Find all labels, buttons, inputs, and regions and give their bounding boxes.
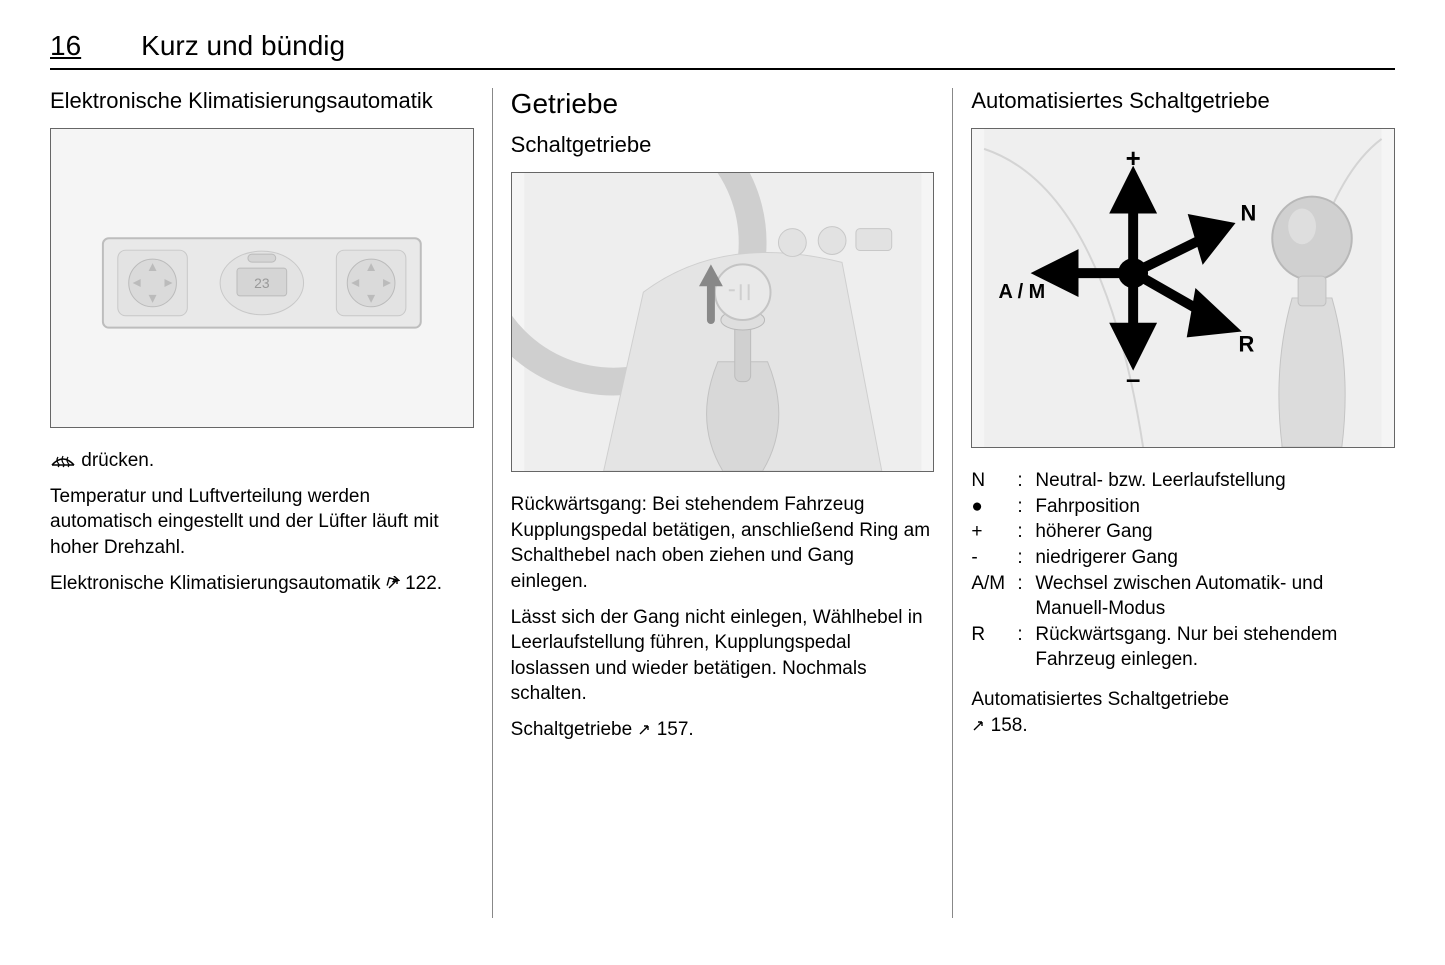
svg-text:+: + [1126, 145, 1141, 173]
col2-para1: Rückwärtsgang: Bei stehendem Fahrzeug Ku… [511, 492, 935, 595]
col1-press-line: drücken. [50, 448, 474, 474]
col2-para3-ref: 157. [657, 719, 694, 740]
chapter-title: Kurz und bündig [141, 30, 345, 62]
reference-arrow-icon [971, 714, 985, 740]
col1-para2-ref: 122. [405, 573, 442, 594]
col3-sub: Automatisiertes Schaltgetriebe [971, 88, 1395, 114]
col1-para1: Temperatur und Luftverteilung werden aut… [50, 484, 474, 561]
def-row: R:Rückwärtsgang. Nur bei stehendem Fahrz… [971, 622, 1395, 673]
def-text: Fahrposition [1035, 494, 1395, 520]
climate-temp-readout: 23 [254, 275, 270, 291]
def-text: Rückwärtsgang. Nur bei stehendem Fahrzeu… [1035, 622, 1395, 673]
figure-manual-gearbox [511, 172, 935, 472]
col3-para-prefix: Automatisiertes Schaltgetriebe [971, 689, 1229, 710]
def-symbol: ● [971, 494, 1017, 520]
defrost-icon [50, 450, 81, 471]
col2-para2: Lässt sich der Gang nicht einlegen, Wähl… [511, 605, 935, 708]
def-symbol: R [971, 622, 1017, 648]
col3-para: Automatisiertes Schaltgetriebe 158. [971, 687, 1395, 739]
col1-press-text: drücken. [81, 450, 154, 471]
col1-heading: Elektronische Klimatisierungsautomatik [50, 88, 474, 114]
reference-arrow-icon [386, 572, 400, 598]
def-colon: : [1017, 545, 1035, 571]
col2-sub: Schaltgetriebe [511, 132, 935, 158]
def-symbol: - [971, 545, 1017, 571]
def-symbol: + [971, 519, 1017, 545]
def-row: A/M:Wechsel zwischen Automatik- und Manu… [971, 571, 1395, 622]
page-number: 16 [50, 30, 81, 62]
def-text: Neutral- bzw. Leerlaufstellung [1035, 468, 1395, 494]
column-2: Getriebe Schaltgetriebe [492, 88, 953, 918]
def-symbol: A/M [971, 571, 1017, 597]
figure-automated-gearbox: + – A / M N R [971, 128, 1395, 448]
def-row: +:höherer Gang [971, 519, 1395, 545]
def-row: ●:Fahrposition [971, 494, 1395, 520]
content-columns: Elektronische Klimatisierungsautomatik 2… [50, 88, 1395, 918]
col2-para3-prefix: Schaltgetriebe [511, 719, 638, 740]
def-colon: : [1017, 468, 1035, 494]
svg-text:N: N [1241, 200, 1257, 225]
col2-para3: Schaltgetriebe 157. [511, 717, 935, 744]
def-row: -:niedrigerer Gang [971, 545, 1395, 571]
svg-text:–: – [1126, 365, 1140, 393]
col3-para-ref: 158. [991, 715, 1028, 736]
def-symbol: N [971, 468, 1017, 494]
svg-text:R: R [1239, 332, 1255, 357]
def-colon: : [1017, 622, 1035, 648]
def-row: N:Neutral- bzw. Leerlaufstellung [971, 468, 1395, 494]
column-1: Elektronische Klimatisierungsautomatik 2… [50, 88, 492, 918]
figure-climate-control: 23 [50, 128, 474, 428]
reference-arrow-icon [637, 718, 651, 744]
def-text: höherer Gang [1035, 519, 1395, 545]
col1-para2-prefix: Elektronische Klimatisierungsautomatik [50, 573, 386, 594]
col1-para2: Elektronische Klimatisierungsautomatik 1… [50, 571, 474, 598]
col2-section: Getriebe [511, 88, 935, 120]
gear-definitions: N:Neutral- bzw. Leerlaufstellung●:Fahrpo… [971, 468, 1395, 673]
def-colon: : [1017, 494, 1035, 520]
def-text: niedrigerer Gang [1035, 545, 1395, 571]
def-text: Wechsel zwischen Automatik- und Manuell-… [1035, 571, 1395, 622]
def-colon: : [1017, 519, 1035, 545]
column-3: Automatisiertes Schaltgetriebe [952, 88, 1395, 918]
svg-text:A / M: A / M [999, 281, 1046, 303]
def-colon: : [1017, 571, 1035, 597]
page-header: 16 Kurz und bündig [50, 30, 1395, 70]
